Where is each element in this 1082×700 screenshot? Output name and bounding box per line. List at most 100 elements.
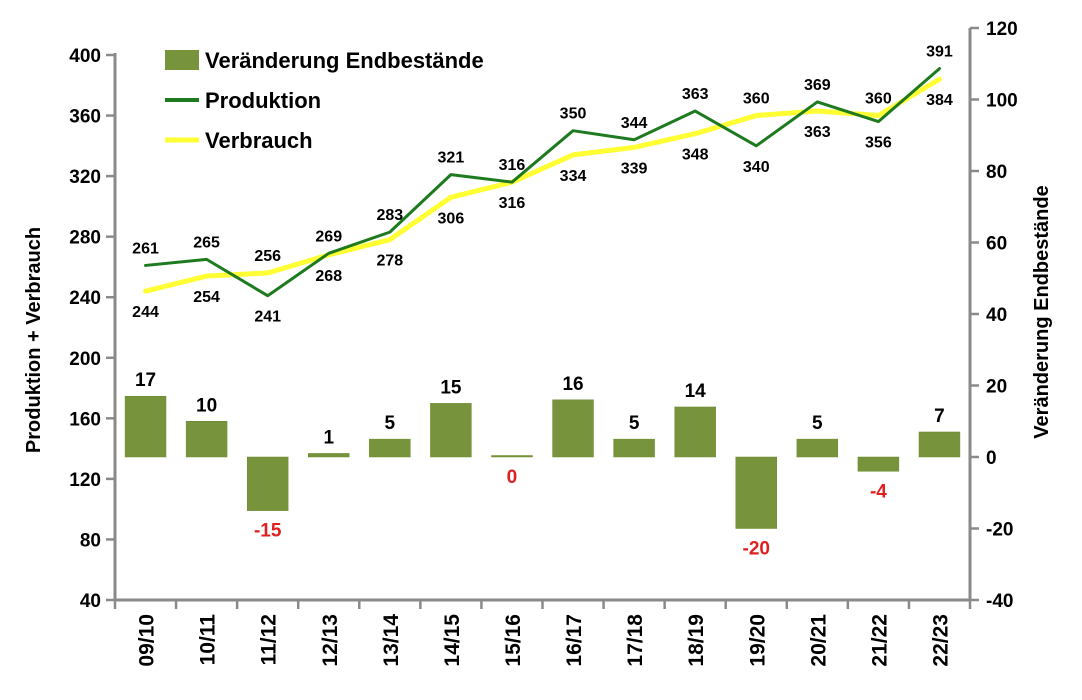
left-tick-label: 40 <box>80 591 101 612</box>
upper-line-label: 344 <box>621 115 648 132</box>
right-tick-label: 0 <box>986 448 997 469</box>
bar-value-label: -4 <box>870 481 887 502</box>
upper-line-label: 360 <box>743 91 770 108</box>
bar <box>124 395 167 458</box>
left-axis: 400 360 320 280 240 200 160 120 80 40 <box>69 46 117 612</box>
lower-line-label: 306 <box>438 210 465 227</box>
lower-line-label: 278 <box>376 253 403 270</box>
lower-line-label: 316 <box>499 195 526 212</box>
upper-line-label: 316 <box>499 157 526 174</box>
bar-value-label: 5 <box>629 413 640 434</box>
bars <box>124 395 961 529</box>
bar-value-label: 14 <box>685 381 707 402</box>
lower-line-label: 244 <box>132 304 159 321</box>
x-tick-label: 20/21 <box>807 614 830 667</box>
lower-line-label: 339 <box>621 160 648 177</box>
x-tick-label: 13/14 <box>380 614 403 667</box>
left-tick-label: 160 <box>69 409 101 430</box>
upper-line-label: 350 <box>560 106 587 123</box>
right-tick-label: 100 <box>986 91 1018 112</box>
right-axis: 120 100 80 60 40 20 0 -20 -40 <box>968 19 1018 612</box>
legend-label: Veränderung Endbestände <box>205 48 484 73</box>
upper-line-label: 360 <box>865 91 892 108</box>
x-tick-label: 21/22 <box>868 614 891 667</box>
x-axis: 09/10 10/11 11/12 12/13 13/14 14/15 15/16 16/17… <box>113 598 972 667</box>
bar-value-label: 5 <box>812 413 823 434</box>
upper-line-label: 321 <box>438 150 465 167</box>
x-tick-label: 17/18 <box>624 614 647 667</box>
right-tick-label: 20 <box>986 377 1007 398</box>
produktion-line <box>144 67 941 298</box>
bar <box>918 431 961 458</box>
left-tick-label: 240 <box>69 288 101 309</box>
x-tick-label: 14/15 <box>441 614 464 667</box>
bar-value-label: 7 <box>934 406 945 427</box>
right-tick-label: -20 <box>986 520 1013 541</box>
x-tick-label: 10/11 <box>197 614 220 666</box>
lower-line-label: 268 <box>315 268 342 285</box>
bar <box>735 456 777 529</box>
lines <box>143 67 942 298</box>
x-tick-label: 18/19 <box>685 614 708 667</box>
bar-value-label: 15 <box>440 377 462 398</box>
x-tick-label: 15/16 <box>502 614 525 667</box>
bar <box>185 421 228 458</box>
lower-line-label: 334 <box>560 168 587 185</box>
bar <box>796 438 839 458</box>
left-tick-label: 400 <box>69 46 101 67</box>
bar <box>430 403 472 458</box>
left-tick-label: 280 <box>69 228 101 249</box>
right-axis-title: Veränderung Endbestände <box>1031 185 1053 438</box>
bar-value-label: 17 <box>135 370 156 391</box>
bar-value-label: 0 <box>507 467 518 488</box>
bar-value-label: -20 <box>743 539 770 560</box>
bar <box>552 399 594 458</box>
right-tick-label: 80 <box>986 162 1007 183</box>
verbrauch-line <box>143 76 942 294</box>
bar <box>369 438 411 458</box>
left-axis-title: Produktion + Verbrauch <box>23 227 45 453</box>
x-tick-label: 09/10 <box>136 614 159 667</box>
upper-line-label: 391 <box>926 44 953 61</box>
right-tick-label: 120 <box>986 19 1018 40</box>
upper-line-label: 265 <box>193 234 220 251</box>
right-tick-label: 60 <box>986 234 1007 255</box>
legend-label: Produktion <box>205 88 321 113</box>
lower-line-label: 363 <box>804 124 831 141</box>
x-tick-label: 11/12 <box>258 614 281 665</box>
legend: Veränderung Endbestände Produktion Verbrau… <box>165 48 484 153</box>
left-tick-label: 360 <box>69 107 101 128</box>
bar <box>246 456 289 511</box>
bar-value-label: 16 <box>562 374 583 395</box>
bar <box>613 438 655 458</box>
lower-line-label: 340 <box>743 159 770 176</box>
bar <box>308 453 350 458</box>
legend-swatch-bar <box>165 50 199 70</box>
upper-line-label: 256 <box>254 248 281 265</box>
bar <box>857 456 900 472</box>
x-tick-label: 12/13 <box>319 614 342 667</box>
left-tick-label: 120 <box>69 470 101 491</box>
bar-value-label: 1 <box>323 427 334 448</box>
lower-line-label: 384 <box>926 92 953 109</box>
left-tick-label: 200 <box>69 349 101 370</box>
bar-value-label: -15 <box>254 521 282 542</box>
upper-line-label: 363 <box>682 86 709 103</box>
value-labels: 261 265 256 269 283 321 316 350 344 363 360 369 360 3… <box>132 44 953 560</box>
x-tick-label: 16/17 <box>563 614 586 667</box>
lower-line-label: 356 <box>865 135 892 152</box>
left-tick-label: 80 <box>80 530 101 551</box>
upper-line-label: 283 <box>376 207 403 224</box>
upper-line-label: 369 <box>804 77 831 94</box>
bar <box>491 455 533 458</box>
right-tick-label: 40 <box>986 305 1007 326</box>
lower-line-label: 254 <box>193 289 220 306</box>
bar <box>674 406 716 458</box>
right-tick-label: -40 <box>986 591 1013 612</box>
bar-value-label: 5 <box>385 413 396 434</box>
left-tick-label: 320 <box>69 167 101 188</box>
x-tick-label: 19/20 <box>746 614 769 667</box>
upper-line-label: 269 <box>315 228 342 245</box>
x-tick-label: 22/23 <box>929 614 952 667</box>
